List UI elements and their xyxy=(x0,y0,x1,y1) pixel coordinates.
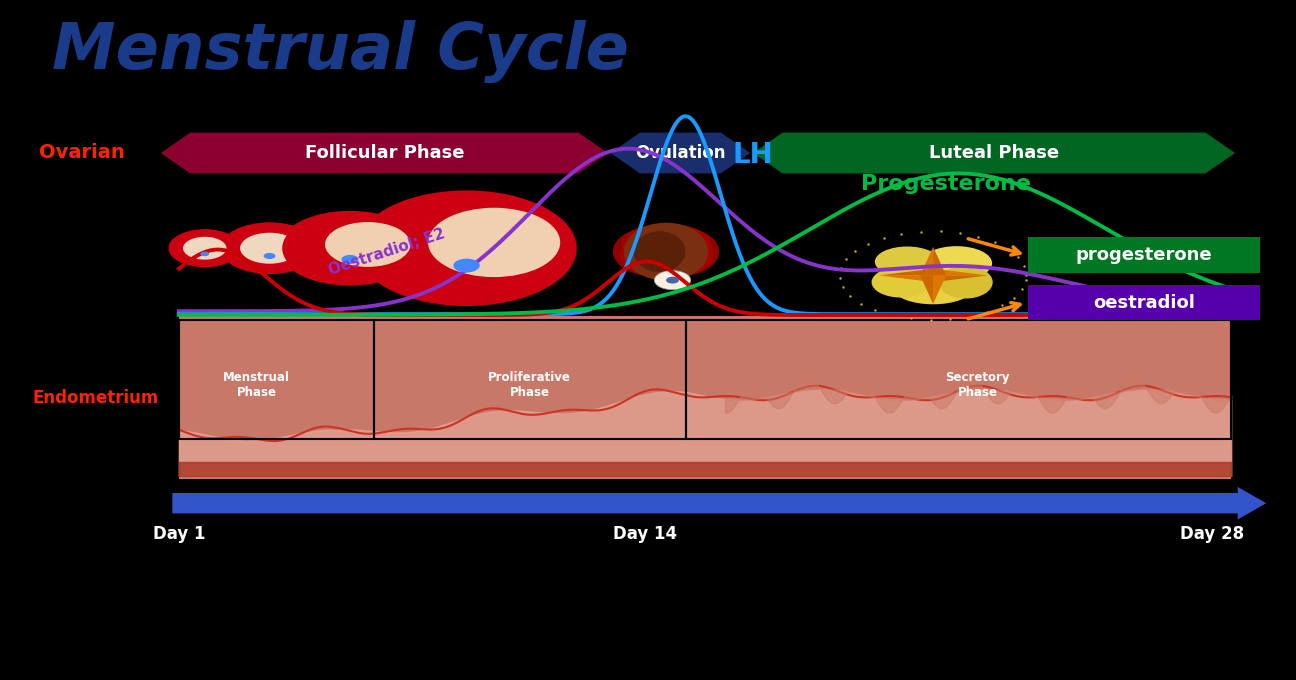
Text: Ovarian: Ovarian xyxy=(39,143,124,163)
Circle shape xyxy=(356,190,577,306)
Text: Menstrual Cycle: Menstrual Cycle xyxy=(52,20,629,84)
Circle shape xyxy=(201,252,209,256)
Polygon shape xyxy=(920,247,933,275)
Circle shape xyxy=(279,211,421,286)
Ellipse shape xyxy=(894,274,972,305)
Polygon shape xyxy=(933,247,946,275)
Ellipse shape xyxy=(638,226,713,265)
Circle shape xyxy=(263,253,276,259)
Ellipse shape xyxy=(639,227,719,276)
Text: Proliferative
Phase: Proliferative Phase xyxy=(489,371,572,399)
Polygon shape xyxy=(933,275,988,282)
Circle shape xyxy=(325,222,411,267)
Circle shape xyxy=(428,208,560,277)
Polygon shape xyxy=(754,133,1234,173)
Circle shape xyxy=(362,193,572,303)
Ellipse shape xyxy=(622,228,692,264)
Circle shape xyxy=(666,277,679,284)
Ellipse shape xyxy=(625,241,708,279)
Ellipse shape xyxy=(613,227,693,276)
Ellipse shape xyxy=(619,238,693,277)
Circle shape xyxy=(283,213,417,284)
Ellipse shape xyxy=(622,224,710,263)
Text: Menstrual
Phase: Menstrual Phase xyxy=(223,371,290,399)
Text: Day 14: Day 14 xyxy=(613,525,678,543)
Ellipse shape xyxy=(886,251,980,300)
Text: Day 1: Day 1 xyxy=(153,525,205,543)
Ellipse shape xyxy=(938,266,993,299)
Ellipse shape xyxy=(920,246,993,280)
Bar xyxy=(373,320,686,439)
Text: oestradiol: oestradiol xyxy=(1093,294,1195,311)
Circle shape xyxy=(341,255,359,264)
Ellipse shape xyxy=(623,223,708,280)
Ellipse shape xyxy=(875,247,940,277)
Text: Follicular Phase: Follicular Phase xyxy=(305,144,464,162)
Polygon shape xyxy=(933,275,946,304)
Text: Luteal Phase: Luteal Phase xyxy=(929,144,1059,162)
Polygon shape xyxy=(162,133,607,173)
Circle shape xyxy=(168,229,241,267)
Circle shape xyxy=(454,258,480,273)
Polygon shape xyxy=(879,275,933,282)
Text: Day 28: Day 28 xyxy=(1179,525,1244,543)
Text: LH: LH xyxy=(732,141,772,169)
Text: Endometrium: Endometrium xyxy=(32,389,158,407)
Bar xyxy=(179,320,373,439)
Text: Ovulation: Ovulation xyxy=(635,144,726,162)
FancyArrow shape xyxy=(172,487,1266,520)
Polygon shape xyxy=(612,133,749,173)
Polygon shape xyxy=(933,269,988,275)
Circle shape xyxy=(183,237,227,260)
Polygon shape xyxy=(879,269,933,275)
Circle shape xyxy=(654,271,691,290)
Circle shape xyxy=(240,233,299,264)
Text: progesterone: progesterone xyxy=(1076,246,1212,264)
Text: Oestradiol; E2: Oestradiol; E2 xyxy=(327,226,447,278)
Ellipse shape xyxy=(634,231,686,272)
Bar xyxy=(686,320,1231,439)
Ellipse shape xyxy=(636,237,714,277)
Polygon shape xyxy=(920,275,933,304)
Ellipse shape xyxy=(871,267,929,298)
Text: Progesterone: Progesterone xyxy=(861,174,1030,194)
FancyBboxPatch shape xyxy=(1028,285,1260,320)
Circle shape xyxy=(400,202,565,289)
Circle shape xyxy=(220,222,319,274)
Circle shape xyxy=(307,218,415,275)
Text: Secretory
Phase: Secretory Phase xyxy=(946,371,1010,399)
Bar xyxy=(179,316,1231,479)
FancyBboxPatch shape xyxy=(1028,237,1260,273)
